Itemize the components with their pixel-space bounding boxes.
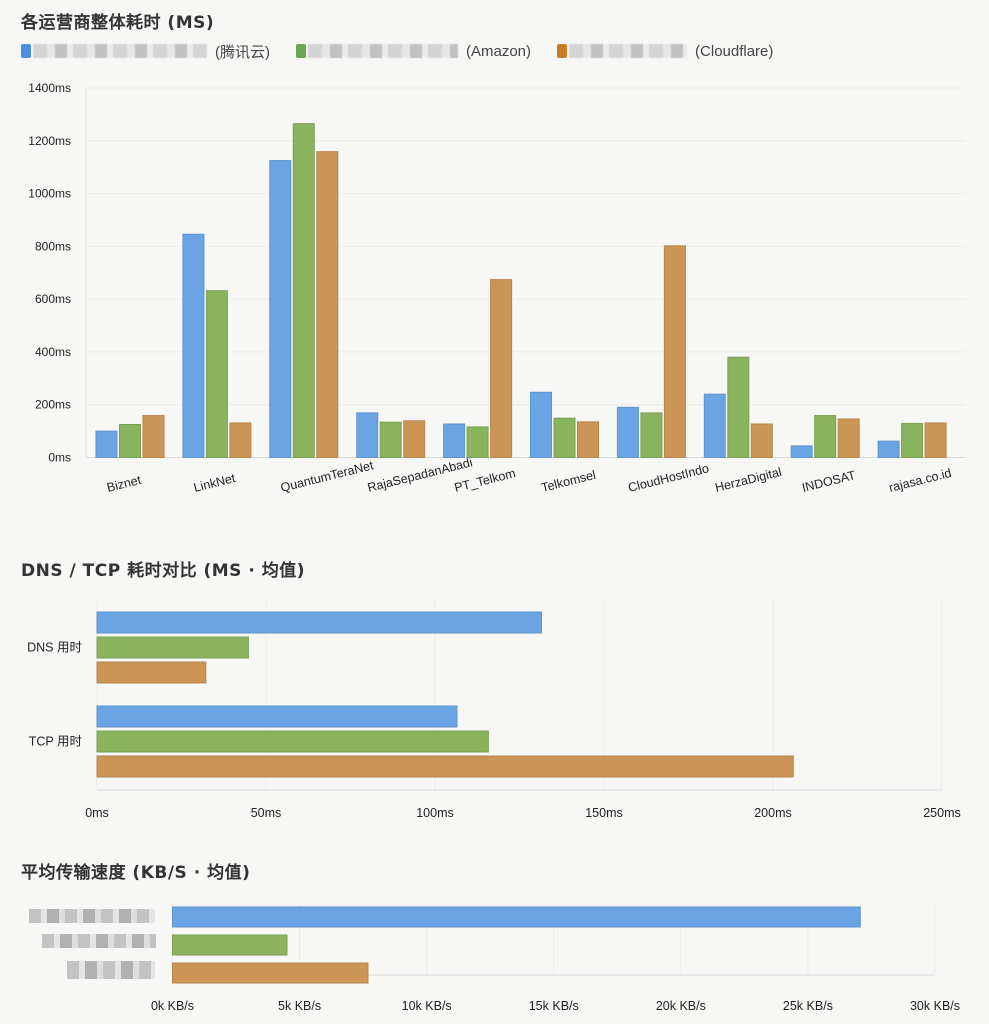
redacted-label <box>569 44 688 58</box>
bar-RajaSepadanAbadi-2 <box>403 420 426 459</box>
x-tick-label: 25k KB/s <box>783 999 833 1013</box>
x-tick-label: INDOSAT <box>801 468 858 495</box>
legend-label: (Amazon) <box>466 42 532 60</box>
redacted-category-label <box>42 934 156 948</box>
legend-item-cloudflare[interactable]: (Cloudflare) <box>557 43 773 60</box>
x-tick-label: CloudHostIndo <box>627 461 711 495</box>
bar-CloudHostIndo-0 <box>616 406 639 459</box>
bar-RajaSepadanAbadi-0 <box>356 412 379 458</box>
chart3-title: 平均传输速度 (KB/S · 均值) <box>21 863 251 883</box>
chart2-title: DNS / TCP 耗时对比 (MS · 均值) <box>21 561 305 581</box>
bar-DNS 用时-1 <box>96 636 249 659</box>
bar-Telkomsel-0 <box>530 391 552 458</box>
y-tick-label: 600ms <box>35 292 71 306</box>
chart-dns-tcp: 0ms 50ms 100ms 150ms 200ms 250ms DNS 用时 TCP 用时 <box>27 600 961 820</box>
legend-label: (Cloudflare) <box>695 42 774 60</box>
bar-Telkomsel-2 <box>577 421 599 458</box>
x-tick-label: 10k KB/s <box>402 999 452 1013</box>
x-tick-label: 30k KB/s <box>910 999 960 1013</box>
bar-HerzaDigital-1 <box>727 356 750 459</box>
x-tick-label: 150ms <box>585 806 623 820</box>
bar-HerzaDigital-2 <box>750 423 773 459</box>
bar-TCP 用时-0 <box>96 705 458 728</box>
legend: (腾讯云) (Amazon) (Cloudflare) <box>21 41 799 61</box>
y-tick-label: 1200ms <box>28 134 71 148</box>
bar-HerzaDigital-0 <box>703 393 726 458</box>
bar-TCP 用时-2 <box>96 755 794 778</box>
bar-LinkNet-2 <box>229 422 252 458</box>
bar-rajasa.co.id-2 <box>924 422 947 458</box>
x-tick-label: 20k KB/s <box>656 999 706 1013</box>
y-tick-label: 400ms <box>35 345 71 359</box>
bar-rajasa.co.id-0 <box>877 440 900 458</box>
bar-LinkNet-1 <box>205 290 228 458</box>
bar-DNS 用时-0 <box>96 611 542 634</box>
blue-swatch-icon <box>21 44 31 58</box>
bar-Telkomsel-1 <box>553 417 576 459</box>
redacted-label <box>308 44 458 58</box>
x-tick-label: QuantumTeraNet <box>279 458 375 495</box>
bar-DNS 用时-2 <box>96 661 207 684</box>
bar-TCP 用时-1 <box>96 730 489 753</box>
green-swatch-icon <box>296 44 306 58</box>
bar-RajaSepadanAbadi-1 <box>379 421 402 459</box>
bar-Biznet-2 <box>142 415 165 459</box>
bar-INDOSAT-0 <box>790 445 813 459</box>
x-tick-label: 100ms <box>416 806 454 820</box>
bar-speed-0 <box>172 906 861 928</box>
y-tick-label: 0ms <box>48 451 71 465</box>
bar-Biznet-1 <box>119 424 141 459</box>
bar-CloudHostIndo-2 <box>663 245 686 458</box>
legend-item-tencent[interactable]: (腾讯云) <box>21 41 270 62</box>
x-tick-label: 250ms <box>923 806 961 820</box>
x-tick-label: 0k KB/s <box>151 999 194 1013</box>
bar-rajasa.co.id-1 <box>901 422 924 459</box>
bar-CloudHostIndo-1 <box>640 412 663 458</box>
bar-QuantumTeraNet-2 <box>316 151 339 458</box>
bar-INDOSAT-2 <box>837 418 860 459</box>
x-tick-label: 50ms <box>251 806 282 820</box>
redacted-category-label <box>67 961 155 979</box>
x-tick-label: LinkNet <box>192 471 237 495</box>
y-tick-label: 200ms <box>35 398 71 412</box>
x-tick-label: rajasa.co.id <box>887 466 952 495</box>
x-tick-label: 15k KB/s <box>529 999 579 1013</box>
y-tick-label: TCP 用时 <box>29 735 83 749</box>
orange-swatch-icon <box>557 44 568 58</box>
bar-INDOSAT-1 <box>814 415 837 459</box>
x-tick-label: Telkomsel <box>540 468 597 495</box>
redacted-category-label <box>29 909 155 923</box>
bar-QuantumTeraNet-0 <box>269 160 292 458</box>
bar-PT_Telkom-2 <box>490 279 513 459</box>
y-tick-label: 1400ms <box>28 81 71 95</box>
bar-PT_Telkom-1 <box>466 426 489 458</box>
bar-Biznet-0 <box>95 430 118 459</box>
redacted-label <box>33 44 207 58</box>
bar-QuantumTeraNet-1 <box>292 123 315 458</box>
bar-PT_Telkom-0 <box>443 423 466 459</box>
x-tick-label: 0ms <box>85 806 109 820</box>
bar-speed-2 <box>172 962 369 984</box>
legend-item-amazon[interactable]: (Amazon) <box>296 43 531 60</box>
x-tick-label: Biznet <box>105 473 143 495</box>
x-tick-label: 5k KB/s <box>278 999 321 1013</box>
x-tick-label: HerzaDigital <box>714 465 783 495</box>
x-tick-label: 200ms <box>754 806 792 820</box>
bar-speed-1 <box>172 934 288 956</box>
y-tick-label: DNS 用时 <box>27 641 82 655</box>
legend-label: (腾讯云) <box>215 43 270 61</box>
chart-transfer-speed: 0k KB/s 5k KB/s 10k KB/s 15k KB/s 20k KB/s 25… <box>151 903 960 1013</box>
chart-overall-latency: 0ms 200ms 400ms 600ms 800ms 1000ms 1200ms 1400m… <box>28 81 965 495</box>
y-tick-label: 800ms <box>35 239 71 253</box>
y-tick-label: 1000ms <box>28 187 71 201</box>
bar-LinkNet-0 <box>182 233 205 458</box>
chart1-title: 各运营商整体耗时 (MS) <box>21 13 215 33</box>
